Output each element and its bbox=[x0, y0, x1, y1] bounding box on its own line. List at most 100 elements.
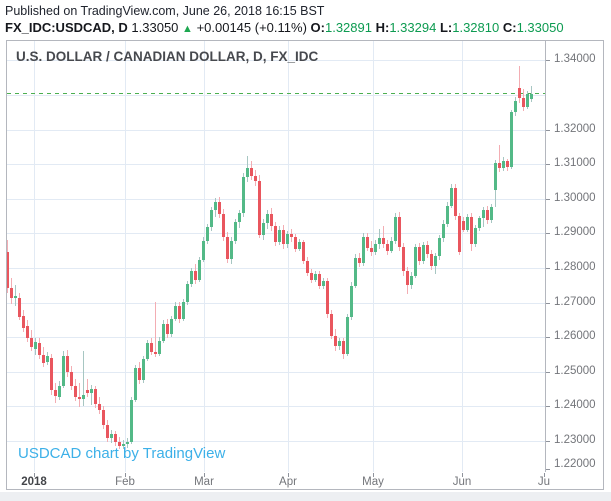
candle-body bbox=[269, 213, 273, 227]
time-tick-mark bbox=[372, 473, 374, 477]
time-tick-mark bbox=[33, 473, 35, 477]
grid-line-vertical bbox=[33, 41, 35, 472]
time-axis[interactable]: 2018 Feb Mar Apr May Jun Ju bbox=[7, 473, 603, 489]
price-tick-mark bbox=[546, 268, 550, 270]
candle-body bbox=[49, 357, 53, 391]
candle-wick bbox=[78, 382, 80, 407]
high-value: 1.33294 bbox=[389, 20, 437, 35]
price-axis[interactable]: 1.33050 1.340001.320001.310001.300001.29… bbox=[546, 41, 603, 472]
candle-body bbox=[333, 336, 337, 347]
time-tick-label: Jun bbox=[452, 476, 472, 488]
candle-body bbox=[361, 236, 365, 264]
price-tick-label: 1.32000 bbox=[554, 122, 596, 135]
candle-body bbox=[9, 287, 13, 298]
time-tick-mark bbox=[543, 473, 545, 477]
candle-body bbox=[381, 238, 385, 244]
price-tick-mark bbox=[546, 60, 550, 62]
price-tick-mark bbox=[546, 233, 550, 235]
candle-body bbox=[53, 390, 57, 396]
grid-line-horizontal bbox=[7, 337, 545, 339]
published-line: Published on TradingView.com, June 26, 2… bbox=[5, 4, 325, 18]
candle-body bbox=[433, 256, 437, 266]
candle-body bbox=[189, 271, 193, 285]
candle-body bbox=[105, 424, 109, 439]
grid-line-horizontal bbox=[7, 268, 545, 270]
time-tick-mark bbox=[461, 473, 463, 477]
candle-body bbox=[281, 229, 285, 245]
candle-body bbox=[325, 280, 329, 315]
candle-body bbox=[229, 240, 233, 259]
candle-body bbox=[37, 342, 41, 356]
candle-body bbox=[225, 236, 229, 259]
candle-body bbox=[173, 305, 177, 319]
candle-body bbox=[241, 176, 245, 214]
time-tick-label: May bbox=[362, 476, 384, 488]
candle-body bbox=[385, 243, 389, 251]
candle-body bbox=[141, 359, 145, 380]
candle-body bbox=[145, 342, 149, 360]
candle-body bbox=[205, 227, 209, 241]
grid-line-horizontal bbox=[7, 164, 545, 166]
candle-body bbox=[365, 236, 369, 248]
price-tick-label: 1.26000 bbox=[554, 330, 596, 343]
candle-body bbox=[341, 341, 345, 355]
candle-body bbox=[409, 275, 413, 286]
candle-body bbox=[525, 93, 529, 107]
candle-body bbox=[85, 390, 89, 394]
candle-body bbox=[369, 247, 373, 252]
open-label: O: bbox=[310, 20, 325, 35]
candle-body bbox=[61, 355, 65, 386]
candle-body bbox=[441, 223, 445, 239]
plot-area[interactable]: U.S. DOLLAR / CANADIAN DOLLAR, D, FX_IDC… bbox=[7, 41, 546, 472]
candle-body bbox=[81, 395, 85, 399]
candle-wick bbox=[90, 384, 92, 405]
candle-body bbox=[489, 207, 493, 221]
candle-body bbox=[113, 433, 117, 442]
chart-frame: U.S. DOLLAR / CANADIAN DOLLAR, D, FX_IDC… bbox=[6, 40, 604, 490]
time-tick-mark bbox=[203, 473, 205, 477]
candle-body bbox=[7, 251, 9, 288]
candle-body bbox=[213, 202, 217, 211]
candle-body bbox=[273, 226, 277, 242]
candle-body bbox=[253, 175, 257, 182]
high-label: H: bbox=[375, 20, 390, 35]
candle-body bbox=[317, 273, 321, 286]
grid-line-vertical bbox=[372, 41, 374, 472]
candle-wick bbox=[518, 65, 520, 103]
symbol-name[interactable]: FX_IDC:USDCAD, D bbox=[5, 20, 128, 35]
price-tick-label: 1.24000 bbox=[554, 399, 596, 412]
candle-body bbox=[209, 210, 213, 228]
candle-body bbox=[425, 245, 429, 255]
candle-body bbox=[465, 216, 469, 230]
time-tick-mark bbox=[287, 473, 289, 477]
candle-body bbox=[301, 241, 305, 261]
candle-body bbox=[169, 318, 173, 335]
candle-body bbox=[373, 243, 377, 252]
candle-body bbox=[461, 220, 465, 230]
price-tick-mark bbox=[546, 198, 550, 200]
candle-body bbox=[149, 342, 153, 352]
candle-body bbox=[13, 295, 17, 298]
price-tick-mark bbox=[546, 371, 550, 373]
candle-body bbox=[505, 160, 509, 167]
candle-body bbox=[57, 385, 61, 397]
candle-body bbox=[73, 385, 77, 398]
candle-body bbox=[201, 240, 205, 260]
price-tick-label: 1.27000 bbox=[554, 295, 596, 308]
candle-body bbox=[481, 210, 485, 219]
candle-wick bbox=[154, 302, 156, 357]
tradingview-watermark-link[interactable]: USDCAD chart by TradingView bbox=[18, 445, 226, 462]
candle-body bbox=[285, 233, 289, 245]
candle-body bbox=[485, 210, 489, 221]
candle-body bbox=[153, 351, 157, 355]
close-label: C: bbox=[502, 20, 517, 35]
candle-body bbox=[33, 341, 37, 349]
price-tick-mark bbox=[546, 129, 550, 131]
candle-body bbox=[245, 167, 249, 177]
candle-body bbox=[405, 271, 409, 286]
candle-body bbox=[93, 388, 97, 405]
chart-title: U.S. DOLLAR / CANADIAN DOLLAR, D, FX_IDC bbox=[16, 49, 319, 64]
candle-body bbox=[117, 441, 121, 446]
candle-body bbox=[493, 163, 497, 190]
price-change: +0.00145 (+0.11%) bbox=[196, 20, 307, 35]
